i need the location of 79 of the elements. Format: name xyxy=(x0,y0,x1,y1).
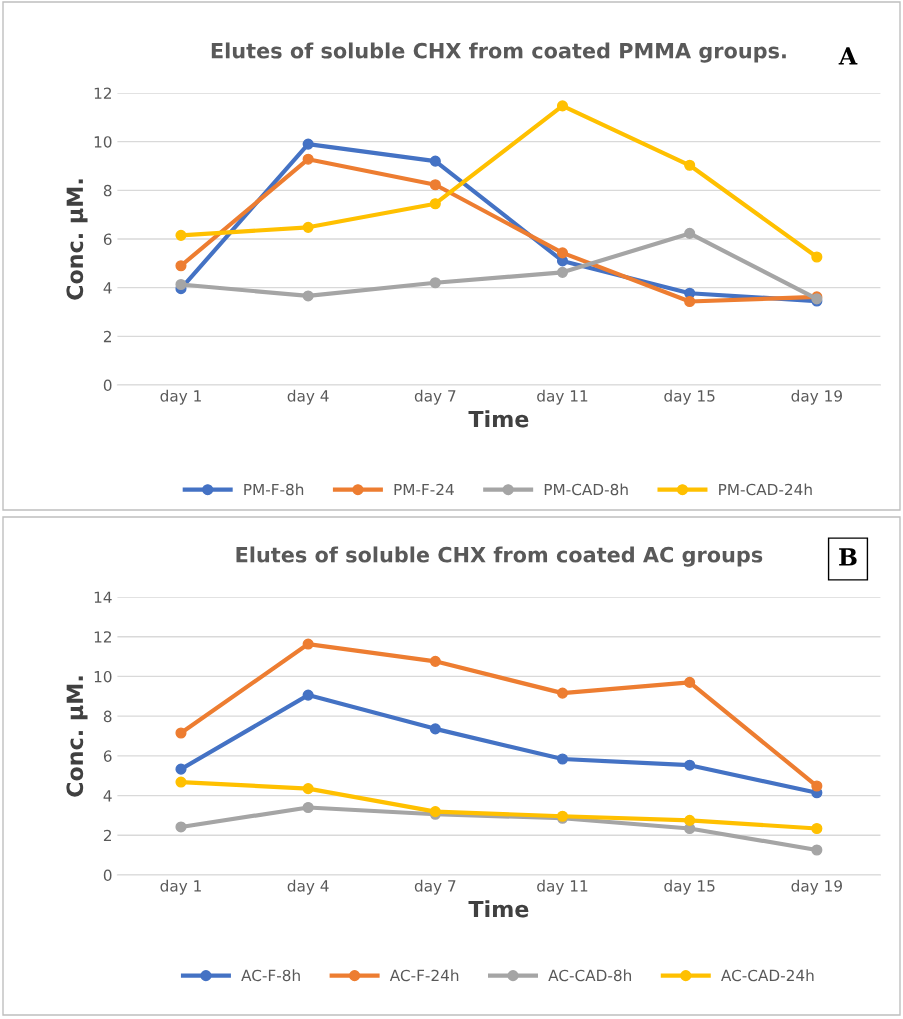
point xyxy=(175,260,187,272)
y-tick-label: 10 xyxy=(94,136,112,148)
point xyxy=(175,763,187,775)
point xyxy=(811,822,823,835)
point xyxy=(175,776,187,788)
legend-label: AC-CAD-24h xyxy=(721,969,814,982)
point xyxy=(302,783,314,795)
x-tick-label: day 4 xyxy=(287,879,329,895)
x-tick-label: day 4 xyxy=(287,389,329,405)
point xyxy=(429,655,441,667)
chart-title: Elutes of soluble CHX from coated AC groups xyxy=(236,546,763,567)
legend-label: PM-CAD-24h xyxy=(719,483,812,496)
point xyxy=(302,221,314,233)
point xyxy=(684,295,696,308)
point xyxy=(429,179,441,191)
point xyxy=(429,198,441,210)
x-tick-label: day 11 xyxy=(537,389,588,405)
point xyxy=(302,153,314,165)
text: A xyxy=(838,47,858,65)
y-tick-label: 12 xyxy=(94,631,111,643)
x-tick-label: day 15 xyxy=(664,389,715,405)
y-tick-label: 6 xyxy=(103,750,112,762)
point xyxy=(175,229,187,241)
legend-label: PM-CAD-8h xyxy=(544,483,628,496)
point xyxy=(684,159,696,171)
y-tick-label: 8 xyxy=(103,710,112,723)
y-tick-label: 10 xyxy=(94,670,112,683)
y-tick-label: 0 xyxy=(103,869,112,882)
point xyxy=(429,723,441,735)
y-tick-label: 14 xyxy=(94,591,112,603)
legend-label: AC-F-8h xyxy=(241,969,300,982)
x-tick-label: day 15 xyxy=(664,879,715,895)
y-tick-label: 6 xyxy=(103,233,112,246)
x-axis-title: Time xyxy=(468,900,529,918)
point xyxy=(302,689,314,701)
legend-label: PM-F-24 xyxy=(394,483,454,496)
point xyxy=(556,247,569,259)
point xyxy=(302,290,314,302)
text: B xyxy=(839,548,857,566)
point xyxy=(811,780,823,792)
point xyxy=(556,753,569,765)
point xyxy=(175,821,187,833)
point xyxy=(175,727,187,739)
x-tick-label: day 1 xyxy=(160,389,201,405)
x-tick-label: day 7 xyxy=(414,879,456,895)
point xyxy=(684,814,696,826)
point xyxy=(302,801,314,814)
point xyxy=(302,638,314,650)
point xyxy=(684,759,696,771)
point xyxy=(429,277,441,289)
point xyxy=(175,278,187,291)
chart-title: Elutes of soluble CHX from coated PMMA groups. xyxy=(211,42,786,63)
y-tick-label: 4 xyxy=(103,790,112,802)
y-axis-title: Conc. µM. xyxy=(66,676,88,797)
point xyxy=(811,844,823,856)
point xyxy=(429,155,441,167)
x-axis-title: Time xyxy=(468,410,529,428)
y-tick-label: 4 xyxy=(103,282,112,294)
point xyxy=(556,266,569,278)
y-axis-title: Conc. µM. xyxy=(66,179,88,300)
x-tick-label: day 19 xyxy=(791,879,842,895)
y-tick-label: 0 xyxy=(103,379,112,392)
point xyxy=(556,687,569,699)
y-tick-label: 8 xyxy=(103,184,112,197)
point xyxy=(684,227,696,239)
point xyxy=(811,251,823,263)
legend-label: PM-F-8h xyxy=(244,483,304,496)
x-tick-label: day 7 xyxy=(414,389,456,405)
y-tick-label: 2 xyxy=(103,829,111,842)
legend-label: AC-F-24h xyxy=(389,969,459,982)
y-tick-label: 2 xyxy=(103,330,111,343)
y-tick-label: 12 xyxy=(94,87,111,99)
legend-label: AC-CAD-8h xyxy=(548,969,632,982)
x-tick-label: day 1 xyxy=(160,879,201,895)
point xyxy=(556,100,569,112)
x-tick-label: day 11 xyxy=(537,879,588,895)
point xyxy=(684,676,696,688)
point xyxy=(302,138,314,150)
x-tick-label: day 19 xyxy=(791,389,842,405)
